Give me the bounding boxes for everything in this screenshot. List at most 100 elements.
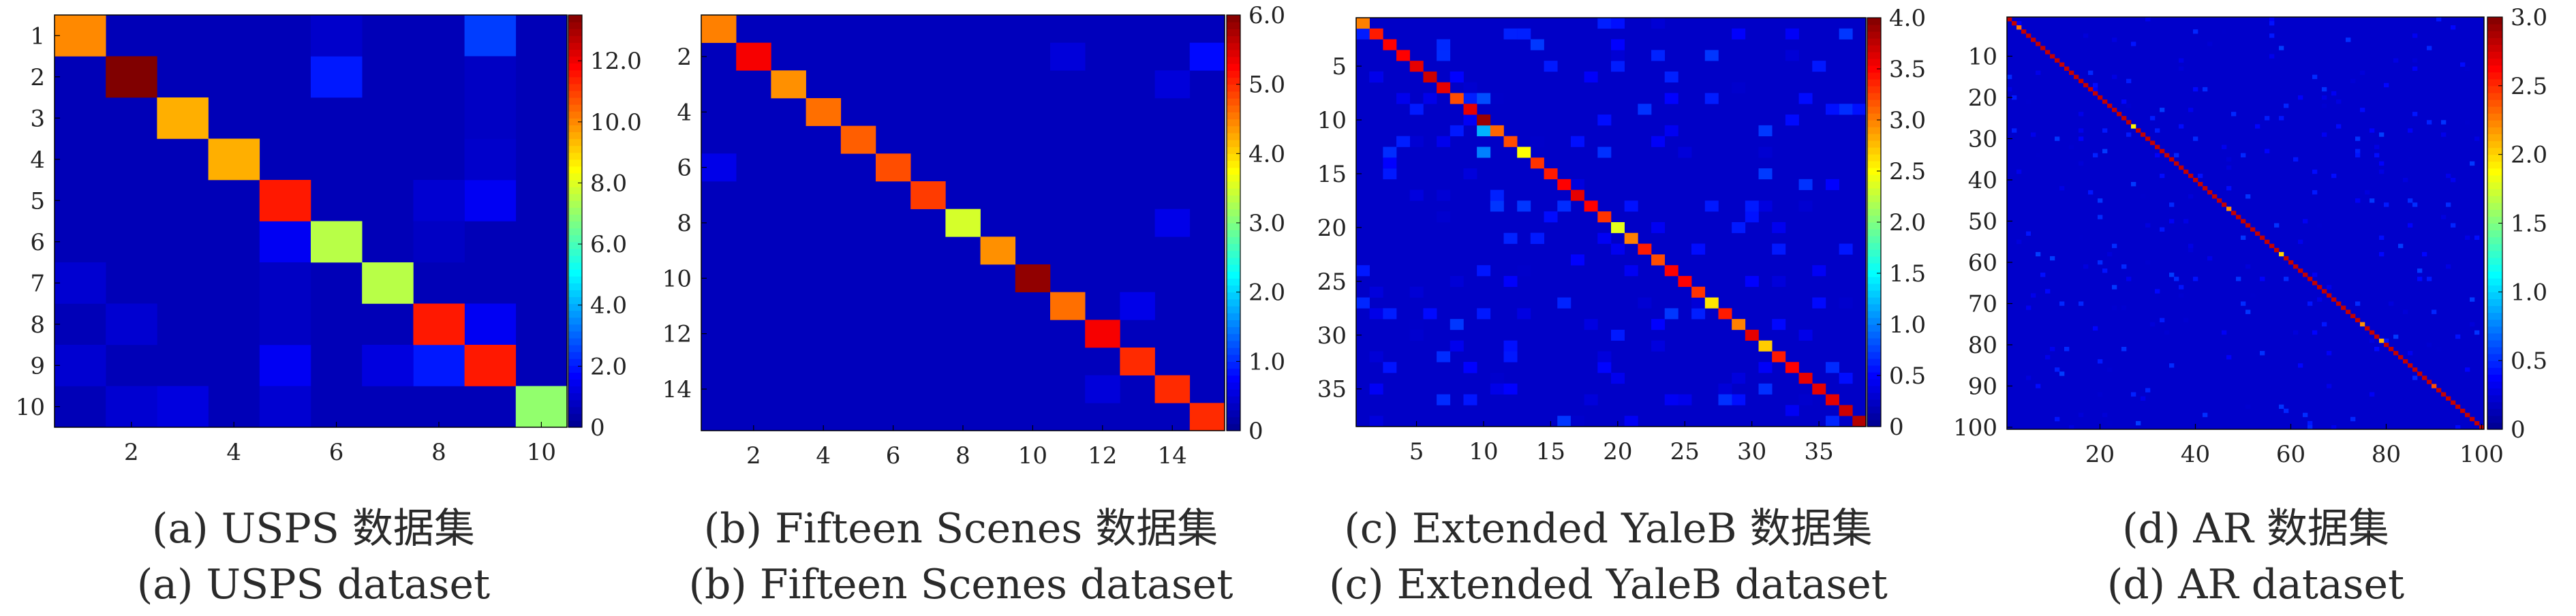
- heatmap-noise-cell: [1437, 351, 1451, 363]
- heatmap-noise-cell: [2269, 33, 2275, 38]
- heatmap-diagonal-cell: [1396, 50, 1411, 61]
- heatmap-noise-cell: [1517, 308, 1531, 320]
- colorbar-segment: [2487, 99, 2502, 107]
- colorbar-segment: [1227, 15, 1240, 22]
- heatmap-noise-cell: [1409, 136, 1424, 147]
- heatmap-noise-cell: [2269, 21, 2275, 26]
- colorbar-segment: [1227, 70, 1240, 78]
- heatmap-noise-cell: [2393, 330, 2399, 335]
- heatmap-noise-cell: [2188, 247, 2194, 253]
- heatmap-diagonal-cell: [2384, 342, 2389, 348]
- heatmap-noise-cell: [2307, 301, 2313, 306]
- colorbar-tick-label: 1.5: [2511, 211, 2547, 238]
- heatmap-cell: [157, 386, 209, 428]
- heatmap-diagonal-cell: [2465, 412, 2470, 418]
- heatmap-noise-cell: [1732, 373, 1746, 384]
- heatmap-noise-cell: [1691, 297, 1706, 309]
- heatmap-diagonal-cell: [55, 15, 106, 57]
- heatmap-noise-cell: [2036, 70, 2041, 75]
- heatmap-noise-cell: [2164, 330, 2170, 335]
- colorbar-tick-label: 2.5: [2511, 73, 2547, 100]
- heatmap-diagonal-cell: [2059, 62, 2065, 67]
- heatmap-noise-cell: [2126, 132, 2132, 137]
- colorbar-tick-label: 0: [2511, 416, 2526, 444]
- colorbar-segment: [1867, 297, 1881, 305]
- heatmap-noise-cell: [1383, 168, 1397, 180]
- colorbar-segment: [2487, 85, 2502, 93]
- heatmap-diagonal-cell: [1154, 375, 1191, 403]
- heatmap-noise-cell: [2031, 132, 2036, 137]
- heatmap-diagonal-cell: [157, 97, 209, 139]
- heatmap-diagonal-cell: [2145, 136, 2151, 141]
- heatmap-noise-cell: [1812, 61, 1826, 72]
- colorbar-segment: [2487, 120, 2502, 127]
- heatmap-noise-cell: [2260, 351, 2265, 356]
- colorbar-segment: [1227, 306, 1240, 313]
- heatmap-diagonal-cell: [2274, 247, 2280, 253]
- heatmap-diagonal-cell: [1423, 71, 1437, 83]
- heatmap-cell: [311, 15, 363, 57]
- heatmap-diagonal-cell: [2126, 120, 2132, 125]
- heatmap-diagonal-cell: [1611, 222, 1625, 234]
- y-tick-label: 40: [1968, 167, 1997, 194]
- colorbar-segment: [568, 241, 582, 249]
- colorbar-tick-label: 3.0: [2511, 4, 2547, 31]
- heatmap-noise-cell: [1597, 147, 1612, 158]
- heatmap-diagonal-cell: [945, 209, 981, 237]
- heatmap-noise-cell: [2079, 128, 2084, 133]
- colorbar-segment: [568, 365, 582, 373]
- heatmap-noise-cell: [2427, 277, 2432, 281]
- heatmap-diagonal-cell: [1638, 243, 1652, 255]
- x-tick-label: 8: [955, 442, 970, 469]
- heatmap-cell: [1383, 157, 1397, 169]
- heatmap-cell: [311, 56, 363, 98]
- x-tick-label: 15: [1536, 438, 1565, 465]
- colorbar-segment: [568, 358, 582, 366]
- colorbar-segment: [1227, 57, 1240, 64]
- colorbar-segment: [1227, 416, 1240, 425]
- heatmap-diagonal-cell: [771, 70, 806, 99]
- heatmap-noise-cell: [1517, 265, 1531, 277]
- colorbar-segment: [1867, 222, 1881, 230]
- heatmap-diagonal-cell: [2269, 243, 2275, 249]
- heatmap-noise-cell: [2188, 243, 2194, 249]
- colorbar-segment: [568, 111, 582, 119]
- colorbar-segment: [1227, 382, 1240, 390]
- caption-ar-cn: (d) AR 数据集: [2122, 505, 2389, 553]
- heatmap-noise-cell: [2169, 273, 2175, 277]
- heatmap-noise-cell: [2045, 289, 2051, 294]
- heatmap-diagonal-cell: [2045, 50, 2051, 55]
- heatmap-noise-cell: [2069, 144, 2074, 149]
- heatmap-diagonal-cell: [736, 42, 771, 71]
- x-tick-label: 14: [1158, 442, 1187, 469]
- heatmap-diagonal-cell: [701, 15, 737, 43]
- heatmap-diagonal-cell: [2026, 33, 2031, 38]
- heatmap-noise-cell: [2279, 46, 2284, 50]
- heatmap-noise-cell: [2474, 235, 2480, 240]
- heatmap-noise-cell: [2298, 239, 2303, 245]
- heatmap-noise-cell: [2336, 124, 2342, 129]
- colorbar-tick-label: 2.0: [590, 353, 627, 380]
- y-tick-label: 100: [1953, 414, 1997, 442]
- y-tick-label: 8: [30, 311, 45, 339]
- heatmap-noise-cell: [2365, 190, 2370, 195]
- heatmap-diagonal-cell: [1732, 319, 1746, 330]
- colorbar-segment: [1227, 140, 1240, 147]
- heatmap-diagonal-cell: [2055, 58, 2060, 63]
- colorbar-segment: [1227, 410, 1240, 418]
- colorbar-segment: [1227, 236, 1240, 245]
- colorbar-segment: [1867, 38, 1881, 46]
- heatmap-noise-cell: [1839, 104, 1853, 115]
- heatmap-diagonal-cell: [2284, 256, 2289, 261]
- heatmap-noise-cell: [2408, 157, 2413, 162]
- heatmap-diagonal-cell: [2169, 157, 2175, 162]
- colorbar-segment: [2487, 243, 2502, 251]
- heatmap-noise-cell: [2355, 293, 2361, 298]
- caption-fifteen-en: (b) Fifteen Scenes dataset: [688, 561, 1233, 609]
- colorbar-segment: [2487, 367, 2502, 375]
- heatmap-noise-cell: [2360, 70, 2365, 75]
- colorbar-segment: [1227, 125, 1240, 134]
- colorbar-tick-label: 12.0: [590, 48, 642, 75]
- heatmap-cell: [1154, 70, 1191, 99]
- heatmap-ar: 20 40 60 80 100 10 20 30 40 50 60 70 80 90 100 0 0.5 1.0 1…: [1953, 4, 2547, 468]
